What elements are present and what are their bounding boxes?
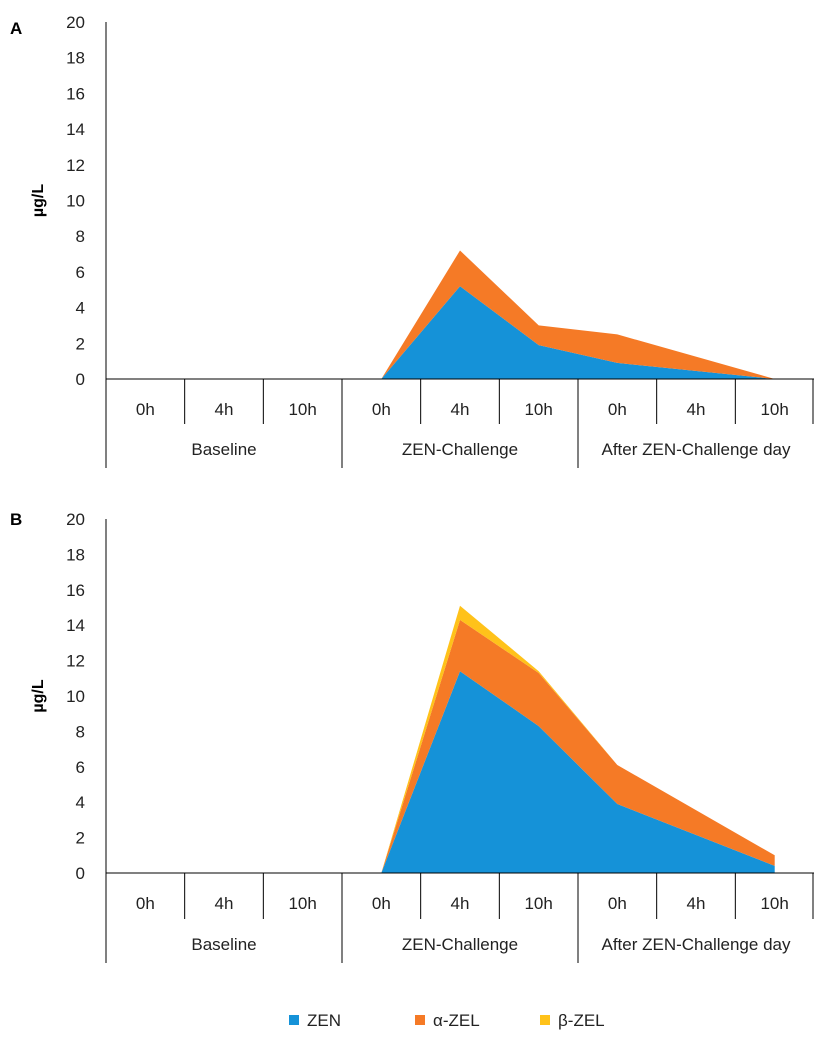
panel-a-y-tick-label: 6 [76,263,85,282]
panel-b-x-tick-label: 10h [524,894,552,913]
panel-a-x-tick-label: 4h [687,400,706,419]
legend-swatch-zen [289,1015,299,1025]
panel-b-y-tick-label: 18 [66,545,85,564]
legend-label-beta-zel: β-ZEL [558,1011,605,1030]
panel-a-group-label: ZEN-Challenge [402,440,518,459]
panel-a-x-tick-label: 0h [136,400,155,419]
panel-a-area-zen [381,286,775,379]
legend-label-alpha-zel: α-ZEL [433,1011,480,1030]
panel-a-y-tick-label: 18 [66,49,85,68]
panel-a-x-tick-label: 0h [608,400,627,419]
panel-b-y-tick-label: 10 [66,687,85,706]
panel-a-letter: A [10,19,22,38]
panel-b-x-tick-label: 0h [372,894,391,913]
panel-a-x-tick-label: 10h [288,400,316,419]
panel-a-y-tick-label: 12 [66,156,85,175]
panel-b-x-tick-label: 10h [288,894,316,913]
panel-a-x-tick-label: 4h [451,400,470,419]
panel-a-area-alpha-zel [381,250,775,379]
panel-a-y-axis-title: µg/L [30,184,47,217]
panel-b-y-tick-label: 14 [66,616,85,635]
panel-b-area-alpha-zel [381,619,775,873]
panel-b-x-tick-label: 0h [608,894,627,913]
panel-b-group-label: After ZEN-Challenge day [602,935,791,954]
panel-b-x-tick-label: 0h [136,894,155,913]
panel-a-y-tick-label: 16 [66,84,85,103]
panel-a-x-tick-label: 4h [215,400,234,419]
panel-b-y-tick-label: 20 [66,510,85,529]
panel-a-group-label: After ZEN-Challenge day [602,440,791,459]
panel-b-x-tick-label: 10h [760,894,788,913]
legend-swatch-alpha-zel [415,1015,425,1025]
panel-b-y-tick-label: 4 [76,793,85,812]
panel-b-y-tick-label: 12 [66,652,85,671]
panel-a-group-label: Baseline [191,440,256,459]
panel-b-x-tick-label: 4h [451,894,470,913]
panel-a-x-tick-label: 10h [524,400,552,419]
panel-a-y-tick-label: 10 [66,192,85,211]
panel-b-y-tick-label: 16 [66,581,85,600]
panel-a-y-tick-label: 0 [76,370,85,389]
panel-a-y-tick-label: 2 [76,334,85,353]
panel-a-y-tick-label: 4 [76,299,85,318]
panel-b-letter: B [10,510,22,529]
panel-b-y-tick-label: 0 [76,864,85,883]
panel-b-group-label: ZEN-Challenge [402,935,518,954]
panel-b-x-tick-label: 4h [215,894,234,913]
panel-b-y-tick-label: 8 [76,722,85,741]
panel-b-y-axis-title: µg/L [30,679,47,712]
panel-b-group-label: Baseline [191,935,256,954]
panel-a-y-tick-label: 8 [76,227,85,246]
legend-label-zen: ZEN [307,1011,341,1030]
panel-b-area-zen [381,671,775,873]
panel-b-y-tick-label: 2 [76,829,85,848]
panel-b-x-tick-label: 4h [687,894,706,913]
panel-a-x-tick-label: 10h [760,400,788,419]
legend-swatch-beta-zel [540,1015,550,1025]
panel-a-y-tick-label: 14 [66,120,85,139]
panel-a-x-tick-label: 0h [372,400,391,419]
panel-a-y-tick-label: 20 [66,13,85,32]
panel-b-y-tick-label: 6 [76,758,85,777]
